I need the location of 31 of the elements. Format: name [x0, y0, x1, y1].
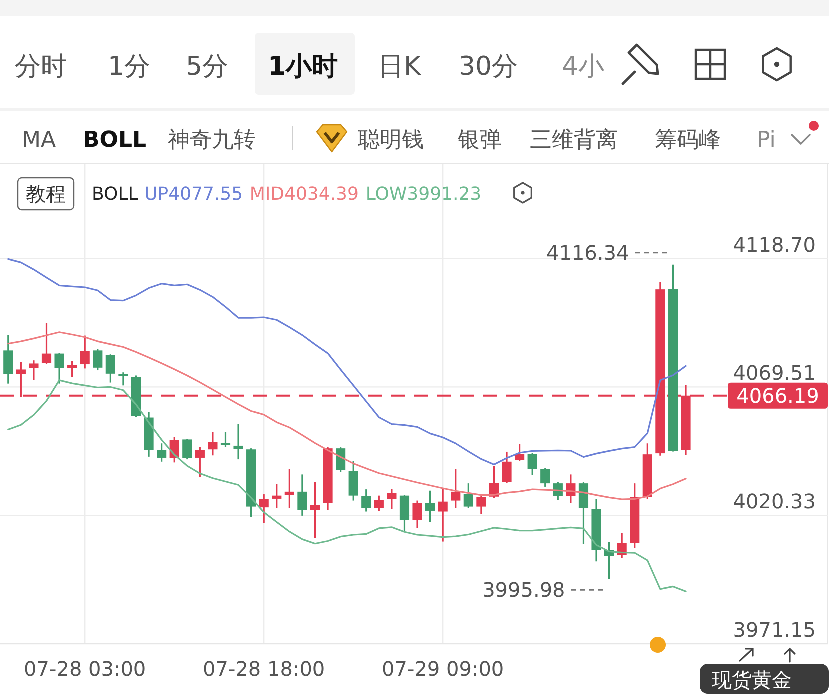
annotation: 教程 — [26, 182, 66, 206]
text: 30分 — [459, 52, 518, 82]
legend-title: BOLL — [92, 184, 138, 205]
y-tick-label: 3971.15 — [733, 618, 816, 642]
text: UP4077.55 — [144, 184, 244, 205]
text: 1小时 — [268, 52, 338, 82]
text: LOW3991.23 — [366, 184, 482, 205]
y-tick-label: 4020.33 — [733, 490, 816, 514]
text: 4小 — [562, 52, 605, 82]
text: MID4034.39 — [250, 184, 359, 205]
y-tick-label: 4118.70 — [733, 232, 816, 257]
text: 银弹 — [457, 128, 502, 153]
text: 日K — [378, 52, 422, 82]
x-tick-label: 07-28 03:00 — [24, 657, 146, 681]
x-tick-label: 07-28 18:00 — [203, 657, 326, 681]
text: 三维背离 — [530, 128, 618, 153]
text: 分时 — [15, 52, 67, 82]
x-tick-label: 07-29 09:00 — [382, 657, 504, 681]
text: 现货黄金 — [712, 668, 792, 692]
text: 筹码峰 — [655, 128, 721, 153]
text: MA — [22, 128, 56, 153]
annotation: 3995.98 — [482, 578, 566, 602]
text: 5分 — [186, 52, 229, 82]
text: 4066.19 — [736, 384, 820, 408]
text: BOLL — [83, 128, 147, 153]
text: 聪明钱 — [358, 128, 424, 153]
y-tick-label: 4069.51 — [733, 361, 816, 386]
text: Pi — [757, 128, 776, 153]
text: 神奇九转 — [168, 128, 256, 153]
annotation: 4116.34 — [546, 240, 630, 265]
text: 1分 — [108, 52, 151, 82]
